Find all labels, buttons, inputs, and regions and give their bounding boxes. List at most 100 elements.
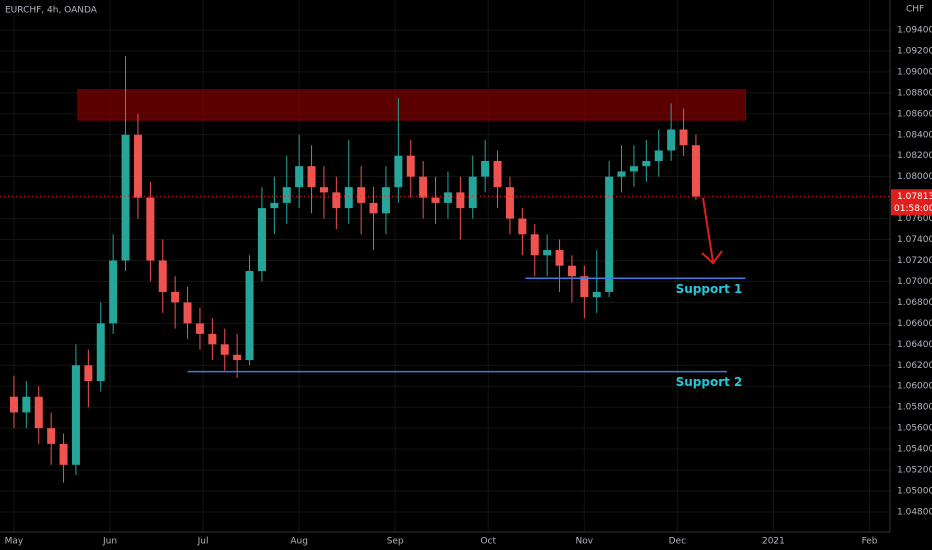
y-tick-label: 1.09200 [897,46,932,56]
y-tick-label: 1.06400 [897,340,932,350]
y-tick-label: 1.08000 [897,172,932,182]
last-price-label: 1.07813 [897,192,932,202]
y-tick-label: 1.07400 [897,235,932,245]
x-tick-label: 2021 [762,537,785,547]
y-tick-label: 1.05400 [897,445,932,455]
candle-body [617,171,626,177]
grid [0,0,890,532]
candle-body [47,428,56,444]
x-tick-label: Sep [387,537,404,547]
candle-body [59,443,68,465]
candle-body [468,176,477,209]
resistance-zone [77,89,747,121]
y-tick-label: 1.05000 [897,487,932,497]
candle-body [270,202,279,209]
candle-body [369,202,378,214]
candle-body [629,166,638,172]
axes: 1.04800 1.05000 1.05200 1.05400 1.05600 1.058… [5,25,932,547]
candle-body [543,250,552,256]
candle-body [158,260,167,292]
candle-body [208,333,217,345]
candle-body [96,323,105,382]
y-tick-label: 1.05200 [897,466,932,476]
candle-body [431,197,440,203]
currency: CHF [906,5,924,15]
candle-body [171,291,180,303]
candle-body [654,150,663,161]
candle-body [84,365,93,382]
candle-body [530,234,539,256]
candle-body [9,396,18,413]
candle-body [121,134,130,261]
candle-body [133,134,142,198]
y-tick-label: 1.05800 [897,403,932,413]
y-tick-label: 1.07200 [897,256,932,266]
candle-body [357,187,366,203]
candle-body [146,197,155,261]
candle-body [332,192,341,209]
candle-body [109,260,118,324]
y-tick-label: 1.06000 [897,382,932,392]
x-tick-label: May [5,537,24,547]
y-tick-label: 1.05600 [897,424,932,434]
y-tick-label: 1.08600 [897,109,932,119]
candle-body [34,396,43,429]
candle-body [22,396,31,413]
candle-body [605,176,614,292]
x-tick-label: Feb [862,537,878,547]
candle-body [406,155,415,177]
candle-body [381,187,390,214]
y-tick-label: 1.08200 [897,151,932,161]
candle-body [319,187,328,193]
y-tick-label: 1.09000 [897,67,932,77]
y-tick-label: 1.07000 [897,277,932,287]
candle-body [295,166,304,188]
last-price-box [891,189,932,216]
support-label: Support 2 [676,375,743,389]
candle-body [667,129,676,151]
candle-body [505,187,514,219]
x-tick-label: Jun [102,537,117,547]
y-tick-label: 1.09400 [897,25,932,35]
y-tick-label: 1.04800 [897,507,932,517]
price-axis [890,0,932,550]
y-tick-label: 1.08800 [897,88,932,98]
support-label: Support 1 [676,282,743,296]
candle-body [233,354,242,361]
candle-body [456,192,465,209]
y-tick-label: 1.06200 [897,361,932,371]
y-tick-label: 1.08400 [897,130,932,140]
y-tick-label: 1.06600 [897,319,932,329]
arrow-head [701,250,723,265]
candle-body [282,187,291,203]
y-tick-label: 1.06800 [897,298,932,308]
candle-body [481,160,490,177]
candle-body [580,276,589,298]
candle-body [394,155,403,188]
countdown: 01:58:00 [894,204,932,214]
symbol: EURCHF, 4h, OANDA [5,6,98,16]
candle-body [493,160,502,188]
candle-body [518,218,527,235]
x-tick-label: Dec [669,537,686,547]
candle-body [679,129,688,146]
candle-body [220,344,229,355]
y-tick-label: 1.07600 [897,214,932,224]
candle-body [245,270,254,361]
x-tick-label: Jul [197,537,209,547]
candle-body [71,365,80,465]
candle-body [307,166,316,188]
candle-body [419,176,428,198]
candle-body [567,265,576,277]
candle-body [257,208,266,271]
x-tick-label: Nov [576,537,594,547]
candle-body [183,302,192,324]
plot: Support 1 Support 2 [0,56,890,483]
x-tick-label: Oct [480,537,496,547]
x-tick-label: Aug [290,537,308,547]
candle-body [195,323,204,334]
candle-body [344,187,353,209]
candle-body [691,145,700,197]
